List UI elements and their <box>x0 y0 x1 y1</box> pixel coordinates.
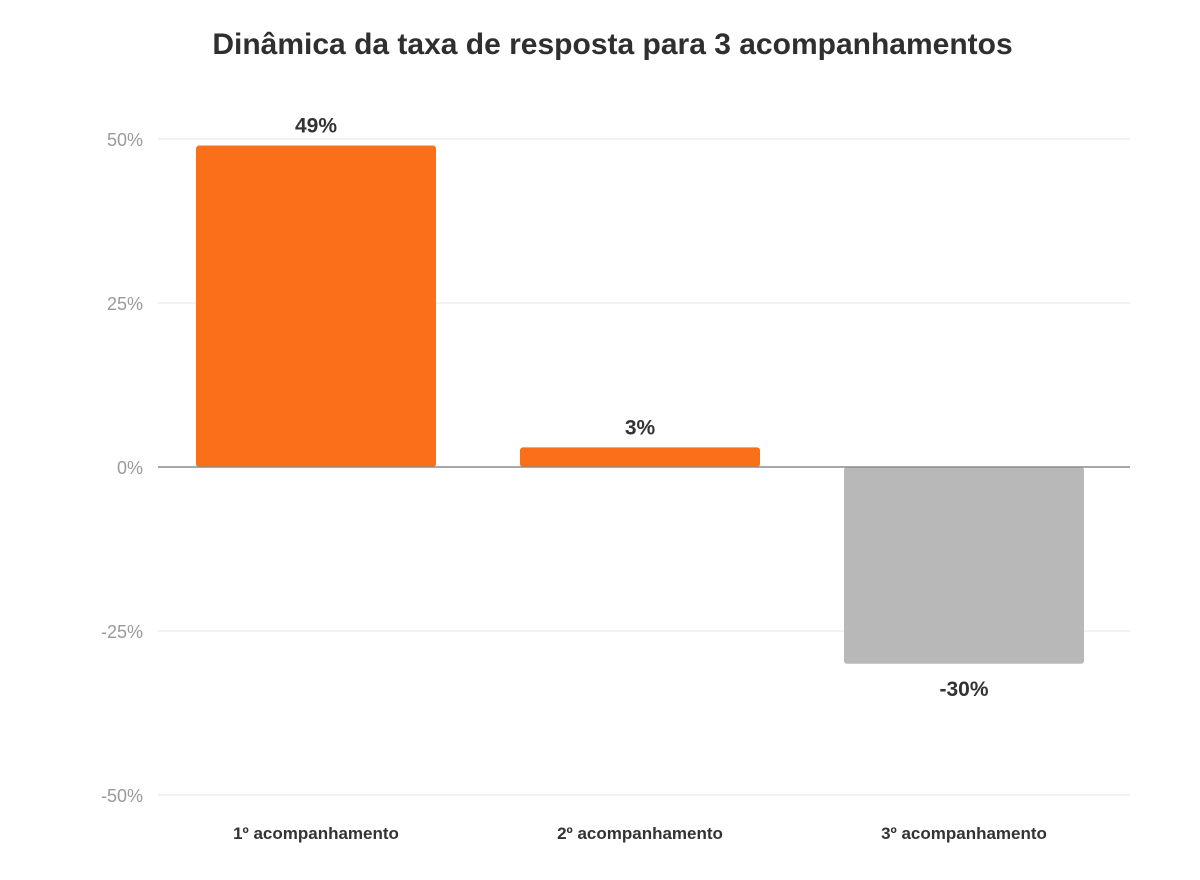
data-label: 49% <box>295 115 337 138</box>
x-tick-label: 1º acompanhamento <box>233 824 399 843</box>
y-tick-label: 50% <box>107 130 143 150</box>
x-tick-label: 2º acompanhamento <box>557 824 723 843</box>
y-tick-label: 0% <box>117 458 143 478</box>
chart-title: Dinâmica da taxa de resposta para 3 acom… <box>212 28 1013 61</box>
bar-3 <box>844 467 1084 664</box>
labels: 50% 25% 0% -25% -50% 49% 1º acompanhamento 3% 2º… <box>101 115 1047 843</box>
x-tick-label: 3º acompanhamento <box>881 824 1047 843</box>
bars <box>158 145 1130 664</box>
y-tick-label: 25% <box>107 294 143 314</box>
data-label: -30% <box>939 678 988 701</box>
bar-1 <box>196 145 436 467</box>
data-label: 3% <box>625 416 656 439</box>
y-tick-label: -50% <box>101 786 143 806</box>
bar-2 <box>520 447 760 467</box>
y-tick-label: -25% <box>101 622 143 642</box>
